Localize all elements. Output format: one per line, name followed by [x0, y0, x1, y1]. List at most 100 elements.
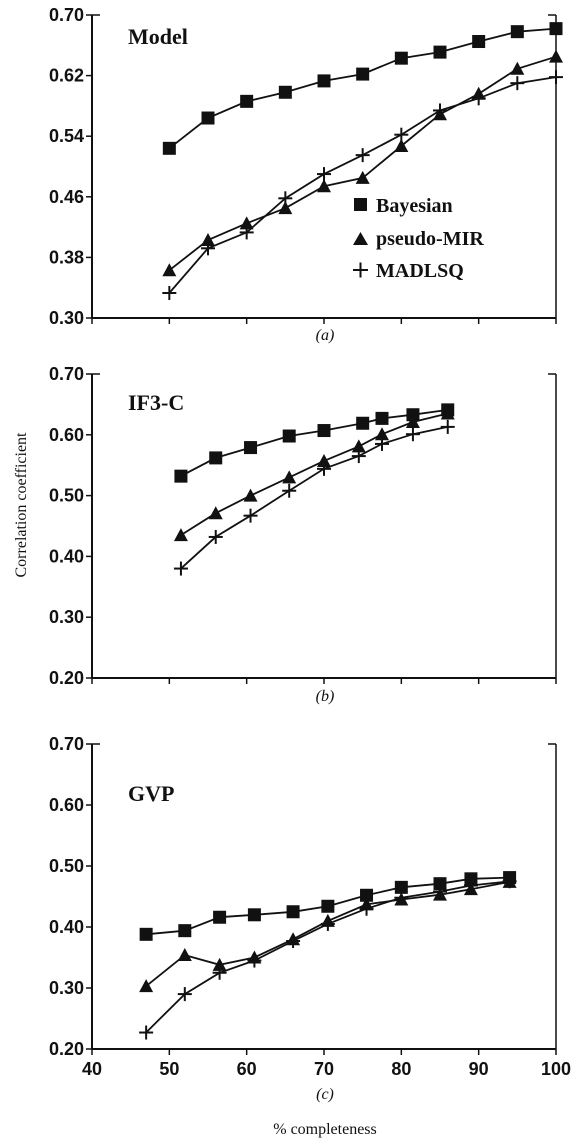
- point-pseudo-mir: [375, 427, 389, 441]
- panel-c-title: GVP: [128, 781, 174, 806]
- point-bayesian: [317, 74, 331, 88]
- panel-a-title: Model: [128, 24, 188, 49]
- point-pseudo-mir: [212, 957, 227, 971]
- point-madlsq: [286, 934, 301, 949]
- point-madlsq: [463, 878, 478, 893]
- point-madlsq: [173, 561, 188, 576]
- point-bayesian: [549, 22, 563, 36]
- point-madlsq: [440, 419, 455, 434]
- point-madlsq: [239, 225, 254, 240]
- point-pseudo-mir: [173, 528, 188, 542]
- point-madlsq: [317, 461, 331, 476]
- y-tick-label: 0.38: [49, 247, 84, 267]
- point-madlsq: [355, 148, 370, 163]
- point-bayesian: [286, 905, 300, 919]
- y-tick-label: 0.60: [49, 795, 84, 815]
- x-tick-label: 60: [237, 1059, 257, 1079]
- legend: Bayesian pseudo-MIR MADLSQ: [353, 195, 484, 282]
- point-bayesian: [433, 45, 447, 59]
- y-tick-label: 0.70: [49, 364, 84, 384]
- point-madlsq: [549, 70, 563, 85]
- y-tick-label: 0.20: [49, 1039, 84, 1059]
- point-bayesian: [244, 441, 258, 455]
- point-madlsq: [139, 1025, 154, 1040]
- y-tick-label: 0.50: [49, 486, 84, 506]
- legend-bayesian-label: Bayesian: [376, 195, 453, 217]
- point-pseudo-mir: [282, 470, 297, 484]
- x-tick-label: 50: [159, 1059, 179, 1079]
- y-tick-label: 0.30: [49, 978, 84, 998]
- point-madlsq: [278, 191, 293, 206]
- point-pseudo-mir: [405, 415, 420, 429]
- point-bayesian: [321, 899, 335, 913]
- point-pseudo-mir: [201, 232, 215, 246]
- x-tick-label: 100: [541, 1059, 571, 1079]
- point-madlsq: [394, 890, 409, 905]
- x-tick-label: 40: [82, 1059, 102, 1079]
- point-bayesian: [510, 25, 524, 39]
- point-bayesian: [472, 35, 486, 49]
- point-bayesian: [375, 411, 389, 425]
- point-bayesian: [282, 429, 296, 443]
- point-pseudo-mir: [440, 406, 455, 420]
- point-pseudo-mir: [355, 170, 370, 184]
- point-bayesian: [139, 927, 153, 941]
- point-madlsq: [405, 427, 420, 442]
- point-pseudo-mir: [208, 506, 223, 520]
- point-bayesian: [394, 880, 408, 894]
- point-bayesian: [174, 469, 188, 483]
- y-tick-label: 0.50: [49, 856, 84, 876]
- point-pseudo-mir: [139, 979, 154, 993]
- x-tick-label: 90: [469, 1059, 489, 1079]
- point-pseudo-mir: [243, 488, 258, 502]
- point-bayesian: [356, 67, 370, 81]
- x-axis-label: % completeness: [273, 1121, 377, 1138]
- point-pseudo-mir: [278, 201, 293, 215]
- point-pseudo-mir: [177, 948, 192, 962]
- point-pseudo-mir: [317, 453, 331, 467]
- point-bayesian: [433, 877, 447, 891]
- y-tick-label: 0.60: [49, 425, 84, 445]
- point-bayesian: [209, 451, 223, 465]
- point-bayesian: [162, 141, 176, 155]
- point-madlsq: [433, 103, 447, 118]
- x-tick-label: 80: [391, 1059, 411, 1079]
- point-madlsq: [208, 529, 223, 544]
- point-bayesian: [240, 94, 254, 108]
- panel-a-caption: (a): [316, 327, 335, 344]
- legend-pseudo-mir-label: pseudo-MIR: [376, 228, 484, 250]
- panel-b-caption: (b): [316, 688, 335, 705]
- point-pseudo-mir: [510, 61, 525, 75]
- point-madlsq: [471, 91, 486, 106]
- y-tick-label: 0.40: [49, 546, 84, 566]
- point-madlsq: [317, 167, 331, 182]
- legend-bayesian-marker: [354, 198, 367, 211]
- point-madlsq: [212, 965, 227, 980]
- x-tick-label: 70: [314, 1059, 334, 1079]
- y-tick-label: 0.30: [49, 607, 84, 627]
- point-bayesian: [394, 51, 408, 65]
- panel-a: Model (a) Bayesian pseudo-MIR MADLSQ 0.7…: [49, 5, 563, 344]
- point-pseudo-mir: [317, 179, 331, 193]
- point-bayesian: [406, 408, 420, 422]
- point-bayesian: [178, 924, 192, 938]
- series-line-pseudo-mir: [145, 881, 510, 987]
- point-bayesian: [201, 111, 215, 125]
- point-bayesian: [213, 910, 227, 924]
- point-madlsq: [359, 901, 374, 916]
- point-bayesian: [278, 85, 292, 99]
- point-madlsq: [351, 449, 366, 464]
- panel-b: IF3-C (b) 0.70 0.60 0.50 0.40 0.30 0.20: [49, 364, 557, 705]
- point-madlsq: [282, 483, 297, 498]
- point-madlsq: [394, 127, 409, 142]
- point-pseudo-mir: [239, 216, 254, 230]
- point-bayesian: [317, 424, 331, 438]
- point-pseudo-mir: [351, 439, 366, 453]
- point-madlsq: [510, 76, 525, 91]
- point-bayesian: [360, 888, 374, 902]
- y-tick-label: 0.46: [49, 187, 84, 207]
- legend-madlsq-label: MADLSQ: [376, 260, 464, 282]
- point-pseudo-mir: [394, 139, 409, 153]
